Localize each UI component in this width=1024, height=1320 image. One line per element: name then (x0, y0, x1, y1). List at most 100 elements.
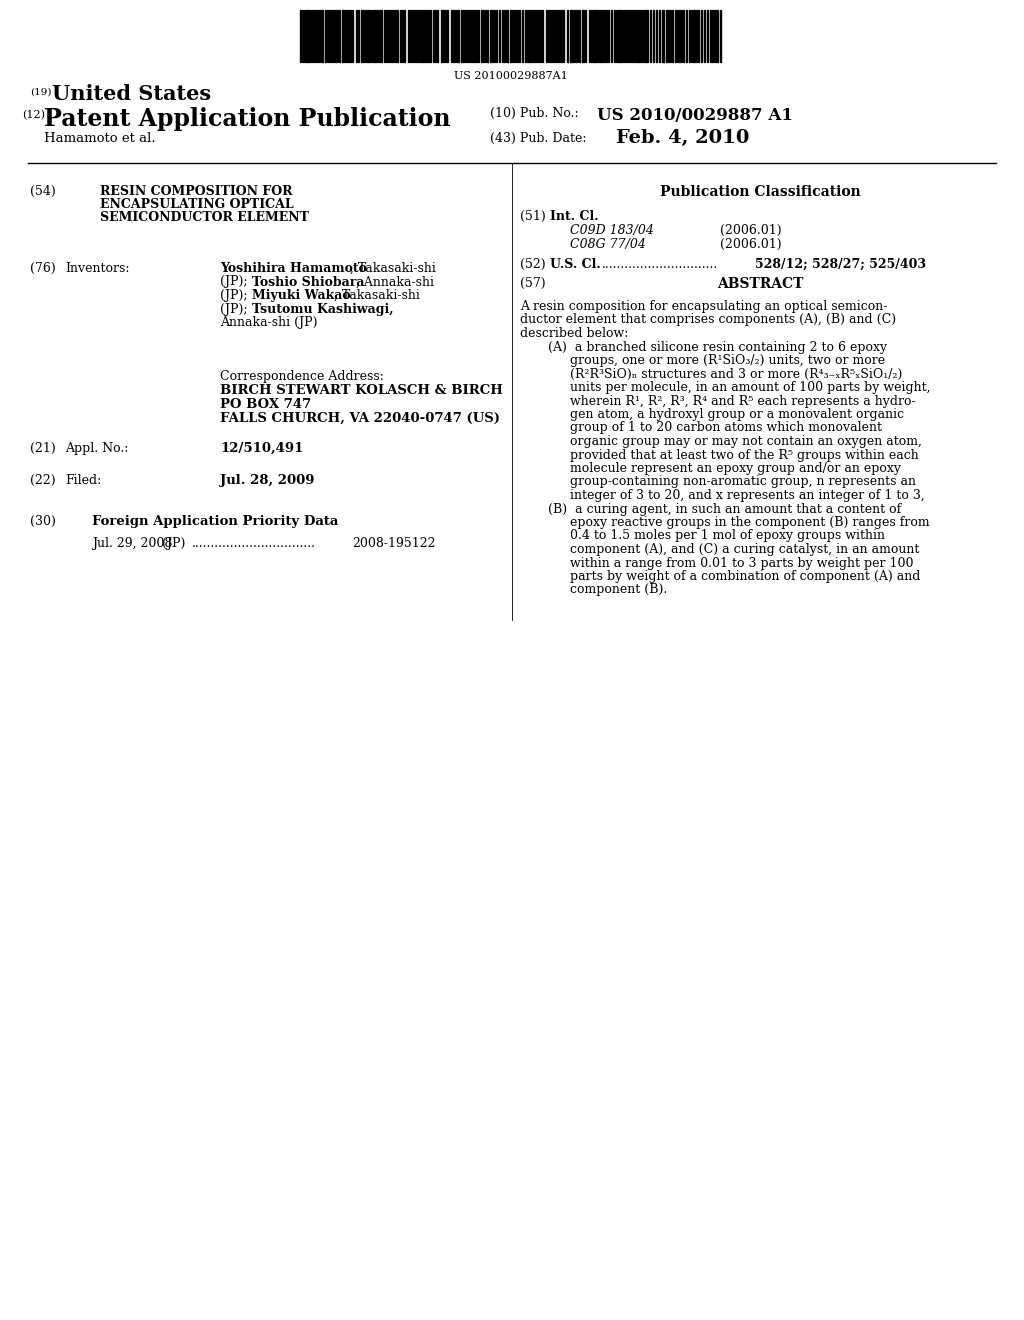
Text: ................................: ................................ (193, 537, 316, 550)
Text: (JP);: (JP); (220, 302, 252, 315)
Text: (R²R³SiO)ₙ structures and 3 or more (R⁴₃₋ₓR⁵ₓSiO₁/₂): (R²R³SiO)ₙ structures and 3 or more (R⁴₃… (570, 367, 902, 380)
Text: (21): (21) (30, 442, 55, 455)
Text: (19): (19) (30, 88, 51, 96)
Text: PO BOX 747: PO BOX 747 (220, 399, 311, 411)
Bar (582, 11, 584, 62)
Text: (JP): (JP) (162, 537, 185, 550)
Text: ENCAPSULATING OPTICAL: ENCAPSULATING OPTICAL (100, 198, 294, 211)
Text: Foreign Application Priority Data: Foreign Application Priority Data (92, 515, 338, 528)
Text: (JP);: (JP); (220, 289, 252, 302)
Text: C09D 183/04: C09D 183/04 (570, 224, 654, 238)
Text: organic group may or may not contain an oxygen atom,: organic group may or may not contain an … (570, 436, 922, 447)
Bar (441, 11, 443, 62)
Bar (570, 11, 572, 62)
Text: described below:: described below: (520, 327, 629, 341)
Text: Tsutomu Kashiwagi,: Tsutomu Kashiwagi, (252, 302, 393, 315)
Text: (B)  a curing agent, in such an amount that a content of: (B) a curing agent, in such an amount th… (548, 503, 901, 516)
Text: group of 1 to 20 carbon atoms which monovalent: group of 1 to 20 carbon atoms which mono… (570, 421, 882, 434)
Text: SEMICONDUCTOR ELEMENT: SEMICONDUCTOR ELEMENT (100, 211, 309, 224)
Text: 528/12; 528/27; 525/403: 528/12; 528/27; 525/403 (755, 257, 926, 271)
Text: molecule represent an epoxy group and/or an epoxy: molecule represent an epoxy group and/or… (570, 462, 901, 475)
Text: Jul. 29, 2008: Jul. 29, 2008 (92, 537, 172, 550)
Text: (12): (12) (22, 110, 45, 120)
Bar (446, 11, 449, 62)
Text: parts by weight of a combination of component (A) and: parts by weight of a combination of comp… (570, 570, 921, 583)
Text: integer of 3 to 20, and x represents an integer of 1 to 3,: integer of 3 to 20, and x represents an … (570, 488, 925, 502)
Text: ductor element that comprises components (A), (B) and (C): ductor element that comprises components… (520, 314, 896, 326)
Text: FALLS CHURCH, VA 22040-0747 (US): FALLS CHURCH, VA 22040-0747 (US) (220, 412, 500, 425)
Text: RESIN COMPOSITION FOR: RESIN COMPOSITION FOR (100, 185, 293, 198)
Text: provided that at least two of the R⁵ groups within each: provided that at least two of the R⁵ gro… (570, 449, 919, 462)
Text: (76): (76) (30, 261, 55, 275)
Text: Annaka-shi (JP): Annaka-shi (JP) (220, 315, 317, 329)
Text: Patent Application Publication: Patent Application Publication (44, 107, 451, 131)
Bar (367, 11, 369, 62)
Text: gen atom, a hydroxyl group or a monovalent organic: gen atom, a hydroxyl group or a monovale… (570, 408, 904, 421)
Bar (618, 11, 621, 62)
Text: United States: United States (52, 84, 211, 104)
Text: (54): (54) (30, 185, 55, 198)
Text: (10) Pub. No.:: (10) Pub. No.: (490, 107, 579, 120)
Text: (22): (22) (30, 474, 55, 487)
Bar (396, 11, 398, 62)
Text: (43) Pub. Date:: (43) Pub. Date: (490, 132, 587, 145)
Text: A resin composition for encapsulating an optical semicon-: A resin composition for encapsulating an… (520, 300, 888, 313)
Text: (30): (30) (30, 515, 56, 528)
Bar (374, 11, 376, 62)
Bar (527, 11, 529, 62)
Text: 12/510,491: 12/510,491 (220, 442, 303, 455)
Text: , Annaka-shi: , Annaka-shi (356, 276, 434, 289)
Bar (662, 11, 664, 62)
Text: within a range from 0.01 to 3 parts by weight per 100: within a range from 0.01 to 3 parts by w… (570, 557, 913, 569)
Text: , Takasaki-shi: , Takasaki-shi (350, 261, 436, 275)
Text: component (A), and (C) a curing catalyst, in an amount: component (A), and (C) a curing catalyst… (570, 543, 920, 556)
Bar (599, 11, 601, 62)
Bar (461, 11, 464, 62)
Text: Int. Cl.: Int. Cl. (550, 210, 599, 223)
Bar (593, 11, 596, 62)
Text: Hamamoto et al.: Hamamoto et al. (44, 132, 156, 145)
Text: , Takasaki-shi: , Takasaki-shi (334, 289, 420, 302)
Text: BIRCH STEWART KOLASCH & BIRCH: BIRCH STEWART KOLASCH & BIRCH (220, 384, 503, 397)
Bar (306, 11, 309, 62)
Text: (2006.01): (2006.01) (720, 224, 781, 238)
Text: (51): (51) (520, 210, 546, 223)
Text: (57): (57) (520, 277, 546, 290)
Bar (425, 11, 427, 62)
Text: Feb. 4, 2010: Feb. 4, 2010 (616, 129, 750, 147)
Text: Correspondence Address:: Correspondence Address: (220, 370, 384, 383)
Text: 0.4 to 1.5 moles per 1 mol of epoxy groups within: 0.4 to 1.5 moles per 1 mol of epoxy grou… (570, 529, 885, 543)
Text: Appl. No.:: Appl. No.: (65, 442, 128, 455)
Bar (453, 11, 455, 62)
Text: groups, one or more (R¹SiO₃/₂) units, two or more: groups, one or more (R¹SiO₃/₂) units, tw… (570, 354, 885, 367)
Text: epoxy reactive groups in the component (B) ranges from: epoxy reactive groups in the component (… (570, 516, 930, 529)
Text: (A)  a branched silicone resin containing 2 to 6 epoxy: (A) a branched silicone resin containing… (548, 341, 887, 354)
Text: C08G 77/04: C08G 77/04 (570, 238, 646, 251)
Bar (422, 11, 424, 62)
Text: Filed:: Filed: (65, 474, 101, 487)
Bar (510, 11, 512, 62)
Text: U.S. Cl.: U.S. Cl. (550, 257, 601, 271)
Text: Toshio Shiobara: Toshio Shiobara (252, 276, 365, 289)
Bar (342, 11, 344, 62)
Text: Inventors:: Inventors: (65, 261, 129, 275)
Text: Jul. 28, 2009: Jul. 28, 2009 (220, 474, 314, 487)
Text: (2006.01): (2006.01) (720, 238, 781, 251)
Text: ABSTRACT: ABSTRACT (717, 277, 803, 290)
Text: units per molecule, in an amount of 100 parts by weight,: units per molecule, in an amount of 100 … (570, 381, 931, 393)
Text: wherein R¹, R², R³, R⁴ and R⁵ each represents a hydro-: wherein R¹, R², R³, R⁴ and R⁵ each repre… (570, 395, 915, 408)
Text: US 20100029887A1: US 20100029887A1 (454, 71, 568, 81)
Text: Publication Classification: Publication Classification (659, 185, 860, 199)
Text: US 2010/0029887 A1: US 2010/0029887 A1 (597, 107, 793, 124)
Bar (638, 11, 640, 62)
Text: (52): (52) (520, 257, 546, 271)
Text: group-containing non-aromatic group, n represents an: group-containing non-aromatic group, n r… (570, 475, 916, 488)
Text: ..............................: .............................. (602, 257, 718, 271)
Text: 2008-195122: 2008-195122 (352, 537, 435, 550)
Bar (716, 11, 718, 62)
Bar (560, 11, 562, 62)
Text: Yoshihira Hamamoto: Yoshihira Hamamoto (220, 261, 367, 275)
Bar (645, 11, 648, 62)
Bar (471, 11, 473, 62)
Bar (349, 11, 351, 62)
